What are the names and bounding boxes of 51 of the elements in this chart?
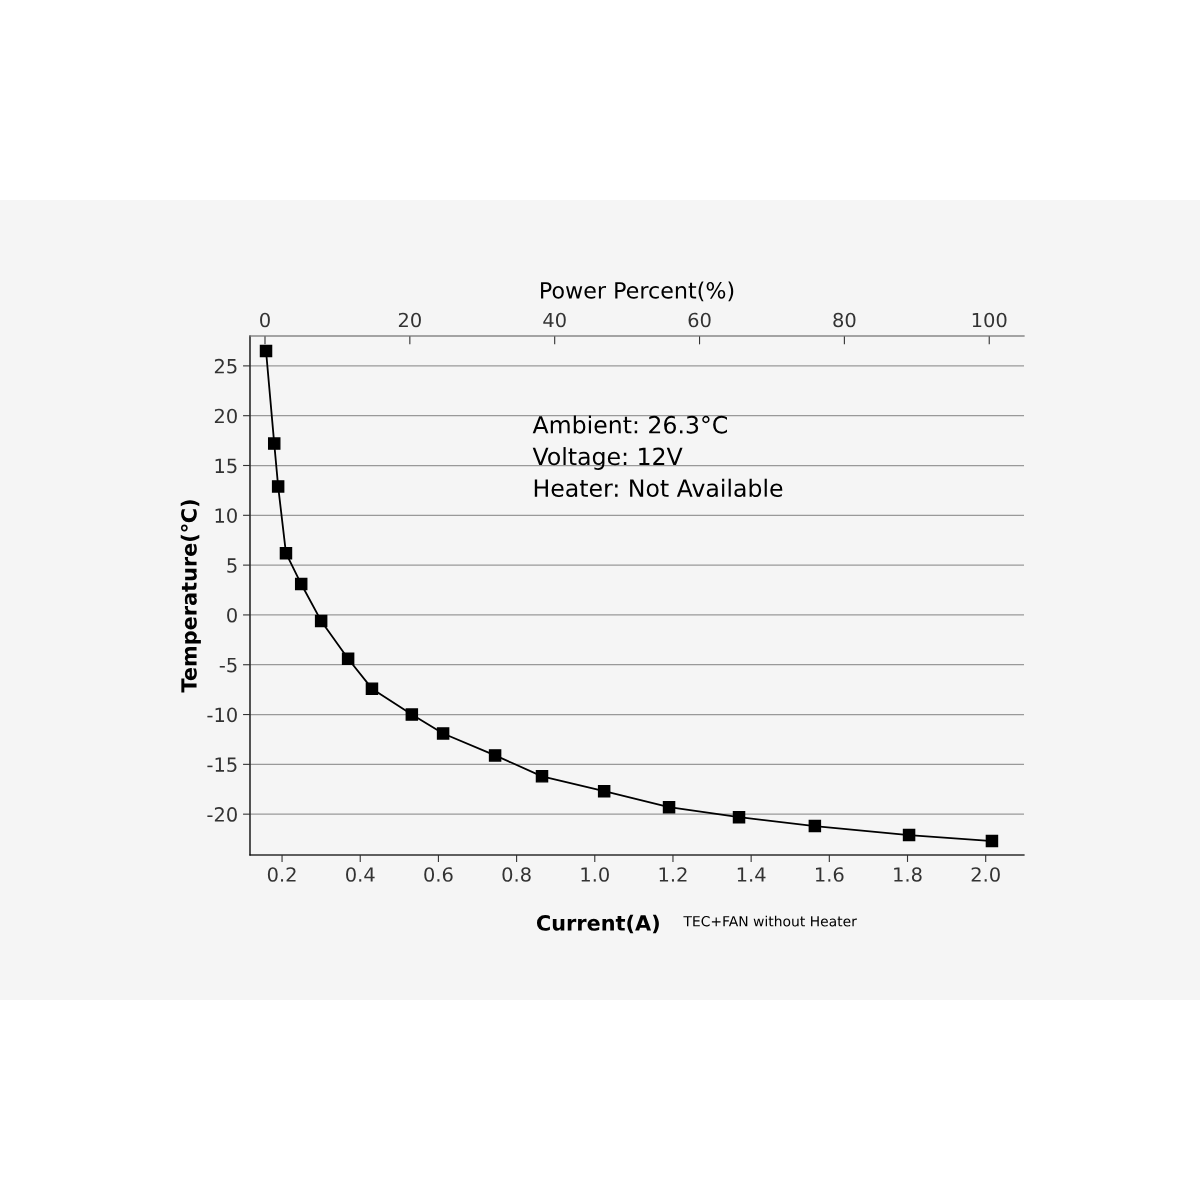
x2-tick-label: 40	[543, 312, 566, 328]
x2-axis-title: Power Percent(%)	[541, 281, 734, 302]
x-tick-label: 1.6	[816, 867, 844, 882]
point	[341, 652, 355, 666]
x2-tick-label: 100	[972, 312, 1007, 328]
point	[985, 834, 999, 848]
x-tick-label: 2.0	[971, 867, 1000, 882]
point	[597, 784, 611, 798]
annotation: Ambient: 26.3°C	[532, 415, 727, 434]
point	[271, 480, 285, 493]
point	[365, 682, 379, 695]
point	[259, 344, 273, 358]
annotation: Heater: Not Available	[534, 478, 783, 497]
x2-tick-label: 60	[688, 312, 711, 328]
x-tick-label: 1.4	[737, 867, 766, 882]
point	[405, 708, 419, 721]
point	[488, 749, 502, 762]
x2-tick-label: 0	[260, 312, 270, 328]
y-tick-label: -10	[207, 707, 237, 723]
y-tick-label: -20	[207, 807, 237, 822]
point	[436, 727, 450, 740]
y-tick-label: -5	[219, 657, 237, 673]
x-tick-label: 0.2	[267, 867, 296, 882]
x-tick-label: 0.4	[346, 867, 375, 882]
point	[808, 819, 822, 833]
x-tick-label: 1.0	[581, 867, 609, 882]
y-tick-label: -15	[207, 757, 237, 773]
y-tick-label: 25	[214, 358, 237, 374]
x-axis-title: Current(A)	[536, 914, 659, 934]
x-tick-label: 1.8	[894, 867, 922, 882]
point	[294, 577, 308, 591]
y-tick-label: 15	[215, 458, 237, 474]
x2-tick-label: 20	[398, 312, 421, 328]
y-tick-label: 20	[214, 408, 237, 424]
point	[535, 770, 549, 783]
point	[662, 800, 676, 814]
x2-tick-label: 80	[833, 312, 856, 328]
point	[732, 810, 746, 824]
y-tick-label: 5	[227, 558, 237, 573]
x-tick-label: 1.2	[659, 867, 687, 882]
y-tick-label: 0	[227, 607, 237, 623]
point	[314, 614, 328, 628]
y-tick-label: 10	[215, 508, 237, 523]
x-tick-label: 0.6	[424, 867, 453, 882]
x-tick-label: 0.8	[502, 867, 531, 882]
text: TEC+FAN without Heater	[683, 915, 857, 927]
annotation: Voltage: 12V	[532, 447, 683, 470]
point	[267, 437, 281, 450]
point	[902, 828, 916, 842]
y-axis-title: Temperature(℃)	[180, 500, 201, 693]
point	[279, 546, 293, 560]
